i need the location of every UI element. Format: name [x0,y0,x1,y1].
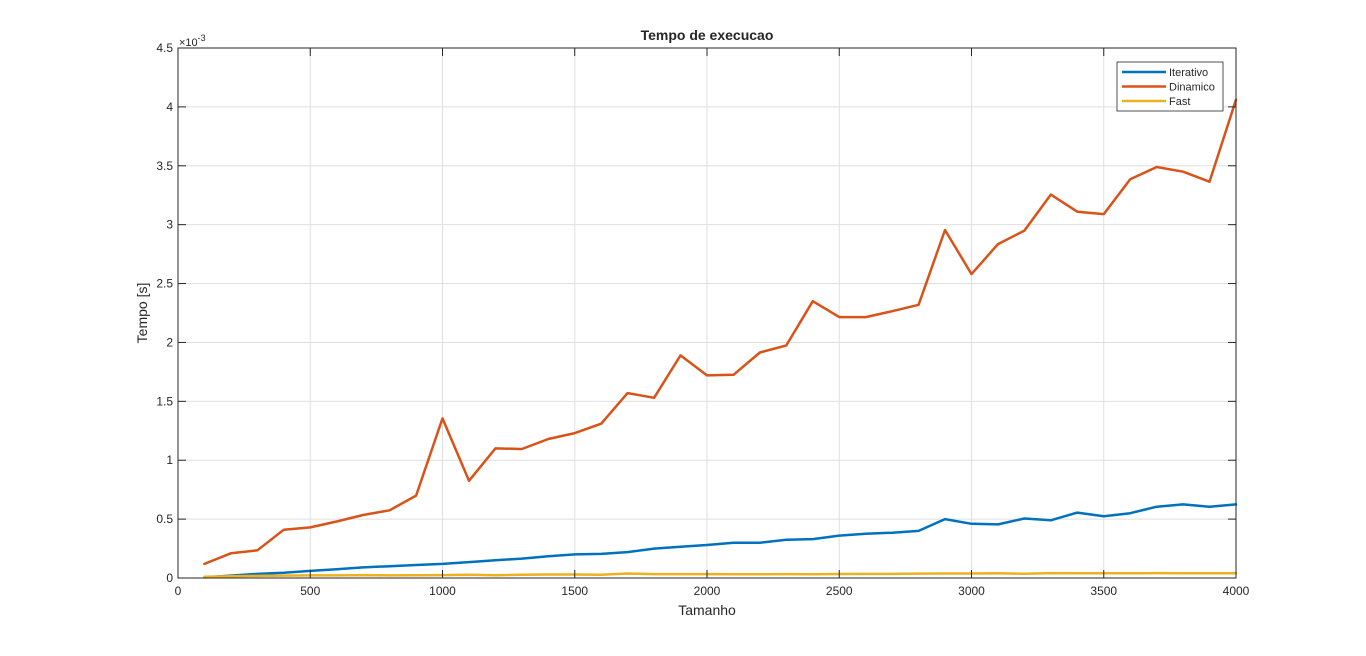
legend-label-iterativo: Iterativo [1169,67,1208,79]
grid-lines [178,48,1236,578]
y-tick-labels: 0 0.5 1 1.5 2 2.5 3 3.5 4 4.5 [156,41,173,585]
chart-title: Tempo de execucao [641,27,774,43]
x-tick-label: 3500 [1090,584,1117,598]
x-tick-label: 4000 [1223,584,1250,598]
x-tick-label: 3000 [958,584,985,598]
tick-marks [177,47,1237,579]
legend-label-fast: Fast [1169,96,1190,108]
x-tick-label: 1000 [429,584,456,598]
y-tick-label: 2 [166,335,173,349]
legend-label-dinamico: Dinamico [1169,82,1215,94]
y-tick-label: 3.5 [156,159,173,173]
x-tick-label: 500 [300,584,320,598]
x-tick-label: 1500 [561,584,588,598]
x-tick-labels: 0 500 1000 1500 2000 2500 3000 3500 4000 [175,584,1250,598]
y-tick-label: 0.5 [156,512,173,526]
x-tick-label: 0 [175,584,182,598]
legend: Iterativo Dinamico Fast [1116,61,1224,112]
x-tick-label: 2000 [694,584,721,598]
y-tick-label: 0 [166,571,173,585]
x-axis-label: Tamanho [678,602,736,618]
y-exponent-label: ×10-3 [179,33,206,49]
y-tick-label: 4.5 [156,41,173,55]
y-tick-label: 1.5 [156,394,173,408]
series-line-dinamico [203,98,1238,566]
x-tick-label: 2500 [826,584,853,598]
y-tick-label: 4 [166,100,173,114]
series-line-iterativo [203,503,1238,579]
y-axis-label: Tempo [s] [134,283,150,344]
series-line-fast [203,571,1238,579]
y-tick-label: 1 [166,453,173,467]
y-tick-label: 2.5 [156,277,173,291]
y-tick-label: 3 [166,218,173,232]
series-lines [203,98,1238,579]
